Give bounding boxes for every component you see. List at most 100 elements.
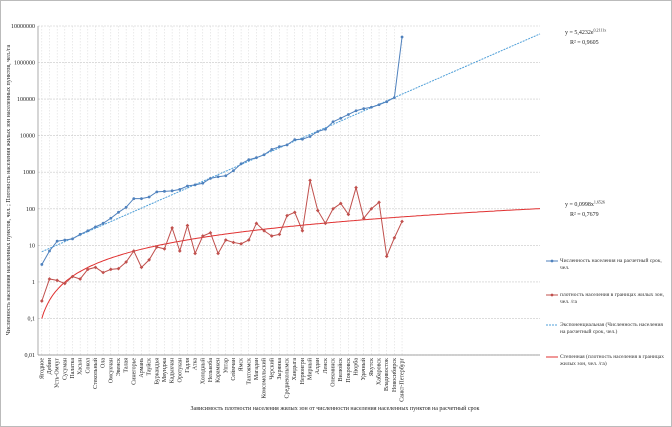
point [223, 238, 228, 242]
point [186, 184, 189, 188]
y-tick-label: 1 [32, 280, 35, 286]
x-tick-label: Уптар [223, 358, 229, 373]
x-tick-label: Холодный [199, 357, 206, 384]
point [232, 169, 235, 173]
point [308, 135, 312, 138]
point [124, 260, 128, 264]
x-tick-label: Мяунджа [162, 358, 168, 383]
point [316, 130, 320, 133]
point [331, 206, 335, 211]
point [362, 107, 366, 111]
point [239, 162, 243, 166]
point [392, 236, 397, 240]
series-line [41, 180, 403, 302]
equation-base: y = 5,4232e [565, 30, 594, 36]
x-tick-label: Хандыга [292, 358, 298, 381]
x-tick-label: Нерюнгри [300, 357, 306, 384]
point [292, 210, 297, 215]
point [48, 249, 51, 253]
point [55, 278, 59, 283]
point [269, 234, 274, 238]
point [78, 232, 82, 236]
point [216, 251, 220, 256]
point [132, 197, 136, 200]
x-axis-title: Зависимость плотности населения жилых зо… [191, 405, 480, 412]
x-tick-label: Удачный [360, 357, 367, 380]
x-tick-label: Тахтоямск [246, 358, 252, 385]
point [108, 267, 113, 272]
point [154, 245, 159, 249]
point [47, 277, 52, 281]
point [193, 251, 197, 256]
point [86, 229, 90, 233]
trend-equation: y = 5,4232e0,2111x [565, 28, 606, 37]
legend-label: Степенная (плотность населения в граница… [560, 354, 664, 367]
point [162, 247, 167, 251]
x-tick-label: Зырянка [277, 358, 283, 380]
x-tick-label: Армань [139, 358, 145, 378]
point [124, 205, 128, 209]
point [400, 219, 404, 224]
point [377, 103, 381, 107]
point [315, 208, 320, 213]
point [170, 226, 174, 230]
point [201, 181, 205, 185]
x-tick-label: Алдан [315, 357, 321, 374]
x-tick-label: Буркандья [154, 358, 160, 385]
point [339, 116, 343, 120]
point [346, 113, 350, 116]
x-tick-label: Хабаровск [376, 358, 383, 385]
x-tick-label: Кадыкчан [170, 357, 176, 383]
point [70, 274, 75, 279]
point [40, 263, 44, 266]
x-tick-label: Сеймчан [230, 357, 237, 380]
y-tick-label: 10 [29, 243, 35, 249]
x-tick-label: Карамкен [216, 357, 222, 382]
x-tick-label: Владивосток [384, 358, 390, 391]
x-tick-label: Среднеколымск [285, 358, 291, 399]
legend-marker [550, 259, 554, 263]
point [385, 100, 389, 104]
point [285, 143, 289, 147]
x-tick-label: Комсомольский [261, 357, 268, 398]
point [384, 254, 389, 259]
x-tick-label: Атка [193, 358, 199, 370]
point [55, 239, 59, 243]
point [101, 221, 105, 225]
x-tick-label: Якутск [369, 358, 375, 376]
x-tick-label: Олекминск [331, 358, 337, 387]
trend-r2: R² = 0,7679 [570, 212, 599, 218]
point [239, 241, 243, 246]
point [94, 225, 97, 229]
x-tick-label: Ола [101, 358, 107, 368]
point [39, 299, 44, 303]
y-tick-label: 0,1 [28, 316, 36, 322]
legend-label: Экспоненциальная (Численность населения … [560, 322, 663, 335]
point [109, 216, 113, 220]
point [216, 175, 220, 179]
point [163, 189, 166, 193]
equation-exponent: 0,2111x [594, 28, 607, 34]
point [208, 230, 213, 235]
equation-base: y = 0,0998x [565, 202, 594, 208]
x-tick-label: Новосибирск [391, 358, 398, 392]
point [224, 174, 228, 178]
point [369, 105, 373, 109]
point [300, 228, 305, 233]
trend-equation: y = 0,0998x1,6526 [565, 200, 605, 209]
x-tick-label: Оротукан [177, 357, 183, 382]
trend-r2: R² = 0,9605 [570, 40, 599, 46]
x-tick-label: Эвенск [116, 358, 122, 376]
y-axis-title: Численность населения населенных пунктов… [6, 45, 12, 336]
x-tick-label: Талая [124, 358, 130, 373]
point [400, 35, 404, 39]
point [200, 234, 205, 238]
point [247, 158, 251, 162]
legend-label: Численность населения на расчетный срок,… [560, 258, 662, 271]
point [277, 232, 282, 237]
x-tick-label: Гадля [185, 358, 191, 373]
point [193, 183, 197, 187]
point [301, 137, 304, 141]
